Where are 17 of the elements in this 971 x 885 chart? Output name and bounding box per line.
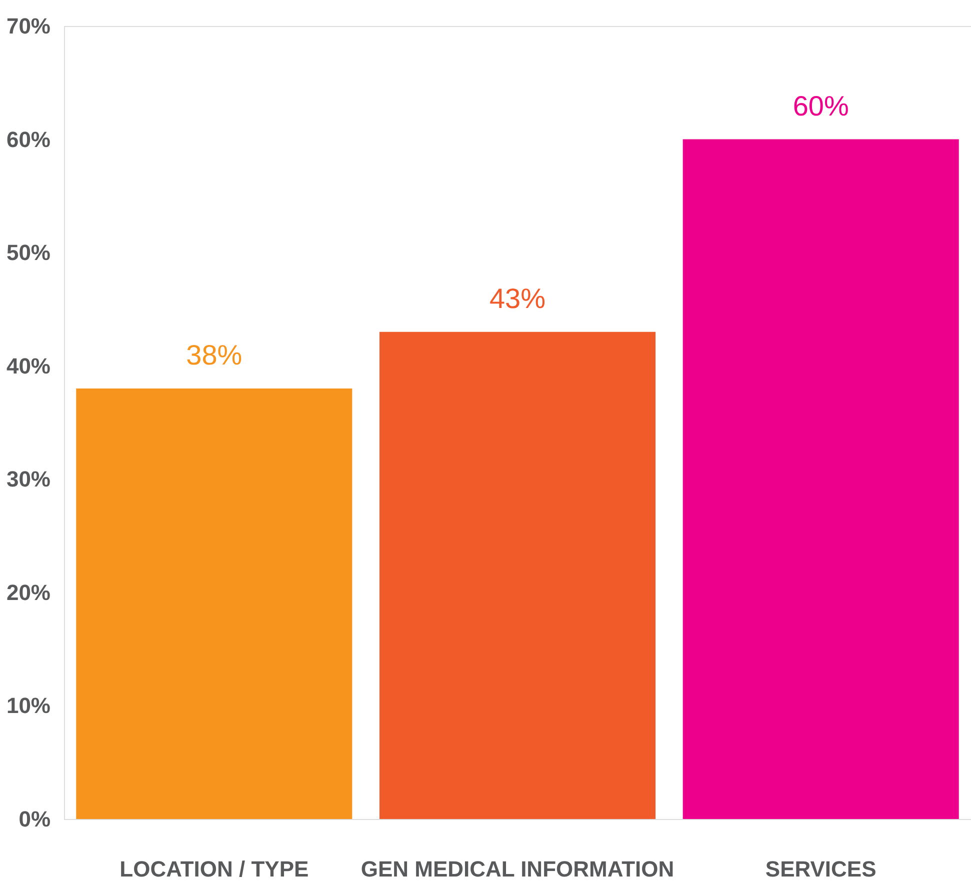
data-label: 43% [489, 282, 546, 314]
y-tick-label: 70% [6, 14, 50, 38]
bar [379, 332, 656, 819]
x-tick-label: SERVICES [765, 856, 876, 882]
y-tick-label: 60% [6, 126, 50, 152]
y-tick-label: 50% [6, 240, 50, 266]
y-tick-label: 40% [6, 353, 50, 378]
y-tick-label: 10% [6, 693, 50, 718]
x-tick-label: LOCATION / TYPE [120, 856, 309, 882]
bar [76, 388, 352, 819]
x-tick-label: GEN MEDICAL INFORMATION [360, 856, 674, 882]
y-tick-label: 0% [18, 806, 50, 832]
data-label: 38% [186, 340, 242, 371]
bar [682, 139, 959, 819]
y-tick-label: 20% [6, 580, 50, 605]
y-tick-label: 30% [6, 466, 50, 492]
data-label: 60% [792, 90, 849, 122]
